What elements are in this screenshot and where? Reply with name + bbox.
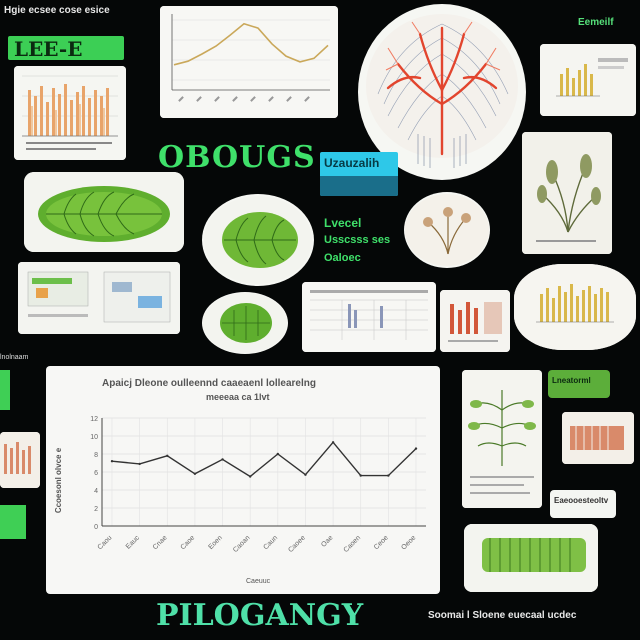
footer-caption: Soomai l Sloene euecaal ucdec <box>428 610 577 621</box>
plant-stalk-icon <box>522 132 612 254</box>
gold-bar-chart-2 <box>514 264 636 350</box>
gold-bars-graphic <box>540 44 636 116</box>
coral-plant-blob <box>404 192 490 268</box>
x-tick-label: Caoe <box>180 534 197 551</box>
y-tick-label: 6 <box>94 470 98 477</box>
top-left-caption: Hgie ecsee cose esice <box>4 5 110 16</box>
data-point <box>276 452 280 456</box>
table-graphic <box>302 282 436 352</box>
data-point <box>166 454 169 457</box>
data-point <box>221 458 224 461</box>
top-line-chart <box>160 6 338 118</box>
coral-structure-icon <box>562 412 634 464</box>
right-low-label: Eaeooesteoltv <box>554 496 609 505</box>
x-tick-label: Eoen <box>207 534 224 551</box>
cyan-banner-label: Uzauzalih <box>324 156 380 170</box>
leaf-strip-icon <box>464 524 598 592</box>
cyan-banner-card: Uzauzalih <box>320 152 398 196</box>
right-mid-label: Lneatorml <box>552 376 591 385</box>
left-green-strip-2 <box>0 505 26 539</box>
left-green-strip <box>0 370 10 410</box>
x-tick-label: Caun <box>262 534 279 551</box>
coral-bars-icon <box>0 432 40 488</box>
data-point <box>110 460 114 463</box>
data-point <box>359 474 362 477</box>
left-mid-label: lnolnaam <box>0 354 29 361</box>
data-point <box>387 474 390 477</box>
data-point <box>331 441 335 444</box>
data-point <box>138 462 141 466</box>
x-tick-label: Oae <box>320 534 334 548</box>
y-tick-label: 2 <box>94 506 98 513</box>
brain-vessel-icon <box>366 14 518 168</box>
series-line <box>111 441 417 478</box>
x-tick-label: Eauc <box>125 534 142 551</box>
side-text-line-3: Oaloec <box>324 252 361 264</box>
x-tick-label: Caoen <box>343 534 363 554</box>
x-tick-label: Caou <box>97 534 114 551</box>
y-tick-label: 10 <box>90 434 98 441</box>
leaf-icon <box>24 172 184 252</box>
coral-structure-card <box>562 412 634 464</box>
footer-title: PILOGANGY <box>156 598 364 633</box>
x-tick-label: Oeoe <box>400 534 417 551</box>
main-chart-title-line-2: meeeaa ca 1lvt <box>206 392 270 402</box>
y-tick-label: 12 <box>90 416 98 423</box>
x-tick-label: Caoan <box>232 534 252 554</box>
side-text-line-2: Usscsss ses <box>324 234 391 246</box>
x-tick-label: Ceoe <box>373 534 390 551</box>
y-tick-label: 4 <box>94 488 98 495</box>
y-tick-label: 0 <box>94 524 98 531</box>
green-banner-label: LEE-E <box>14 37 83 61</box>
data-point <box>414 447 418 450</box>
main-chart-xlabel: Caeuuc <box>246 578 271 585</box>
leaf-illustration-blob <box>202 194 314 286</box>
main-line-chart: 0 2 4 6 8 10 12 Caou Eauc Cnae Caoe Eoen Caoan Caun Ca… <box>90 416 426 554</box>
top-line-chart-card <box>160 6 338 118</box>
fern-card <box>462 370 542 508</box>
green-banner: LEE-E <box>8 36 124 61</box>
green-banner-card-right: Lneatorml <box>548 370 610 398</box>
red-bars-graphic <box>440 290 510 352</box>
coral-plant-icon <box>405 194 489 266</box>
table-card <box>302 282 436 352</box>
data-point <box>248 475 252 478</box>
bar-chart-card-top-left <box>14 66 126 160</box>
round-leaf-icon <box>204 196 312 284</box>
bar-chart-graphic <box>14 66 126 160</box>
side-text-block: Lvecel Usscsss ses Oaloec <box>322 216 412 278</box>
data-point <box>304 473 307 476</box>
red-bar-card <box>440 290 510 352</box>
top-right-caption: Eemeilf <box>578 17 614 28</box>
x-tick-label: Caoee <box>287 534 307 554</box>
x-tick-label: Cnae <box>152 534 169 551</box>
leaf-strip-card <box>464 524 598 592</box>
diagram-graphic <box>18 262 180 334</box>
fern-icon <box>462 370 542 508</box>
plant-illustration-card-right <box>522 132 612 254</box>
data-point <box>193 472 197 475</box>
main-chart-title-line-1: Apaicj Dleone oulleennd caaeaenl lollear… <box>102 378 316 389</box>
gold-bar-chart-card <box>540 44 636 116</box>
diagram-card-left <box>18 262 180 334</box>
left-coral-card <box>0 432 40 488</box>
center-heading: OBOUGS <box>158 140 316 175</box>
y-tick-label: 8 <box>94 452 98 459</box>
gold-bars-blob <box>514 264 636 350</box>
brain-illustration-blob <box>358 4 526 180</box>
right-low-label-card: Eaeooesteoltv <box>550 490 616 518</box>
side-text-line-1: Lvecel <box>324 216 362 230</box>
top-series-line <box>173 22 329 66</box>
small-leaf-blob <box>202 292 288 354</box>
small-leaf-icon <box>203 293 287 353</box>
main-line-chart-card: Apaicj Dleone oulleennd caaeaenl lollear… <box>46 366 440 594</box>
leaf-illustration-card <box>24 172 184 252</box>
